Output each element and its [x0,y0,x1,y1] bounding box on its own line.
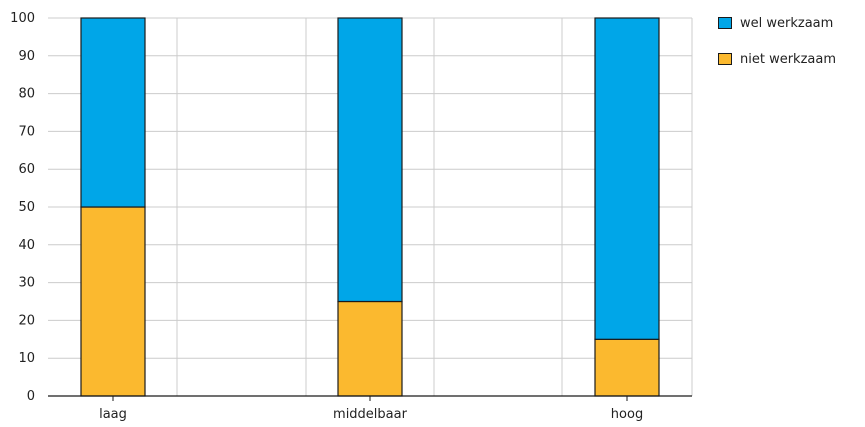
bar-middelbaar-niet-werkzaam [338,302,402,397]
legend-label-wel-werkzaam: wel werkzaam [740,16,833,31]
y-tick-label-50: 50 [18,200,35,215]
y-tick-label-20: 20 [18,313,35,328]
bar-laag-niet-werkzaam [81,207,145,396]
legend-swatch-wel-werkzaam [718,17,732,29]
legend-label-niet-werkzaam: niet werkzaam [740,52,836,67]
bar-hoog-wel-werkzaam [595,18,659,339]
bar-laag-wel-werkzaam [81,18,145,207]
x-tick-label-middelbaar: middelbaar [333,407,408,422]
x-tick-label-laag: laag [99,407,127,422]
legend: wel werkzaam niet werkzaam [718,12,836,84]
y-tick-label-10: 10 [18,351,35,366]
y-tick-label-70: 70 [18,124,35,139]
y-tick-label-80: 80 [18,87,35,102]
legend-item-wel-werkzaam: wel werkzaam [718,12,836,34]
y-tick-label-30: 30 [18,276,35,291]
y-tick-label-90: 90 [18,49,35,64]
y-tick-label-40: 40 [18,238,35,253]
y-tick-label-60: 60 [18,162,35,177]
bar-hoog-niet-werkzaam [595,339,659,396]
legend-item-niet-werkzaam: niet werkzaam [718,48,836,70]
y-tick-label-0: 0 [27,389,35,404]
bar-middelbaar-wel-werkzaam [338,18,402,302]
x-tick-label-hoog: hoog [611,407,643,422]
legend-swatch-niet-werkzaam [718,53,732,65]
y-tick-label-100: 100 [10,11,35,26]
